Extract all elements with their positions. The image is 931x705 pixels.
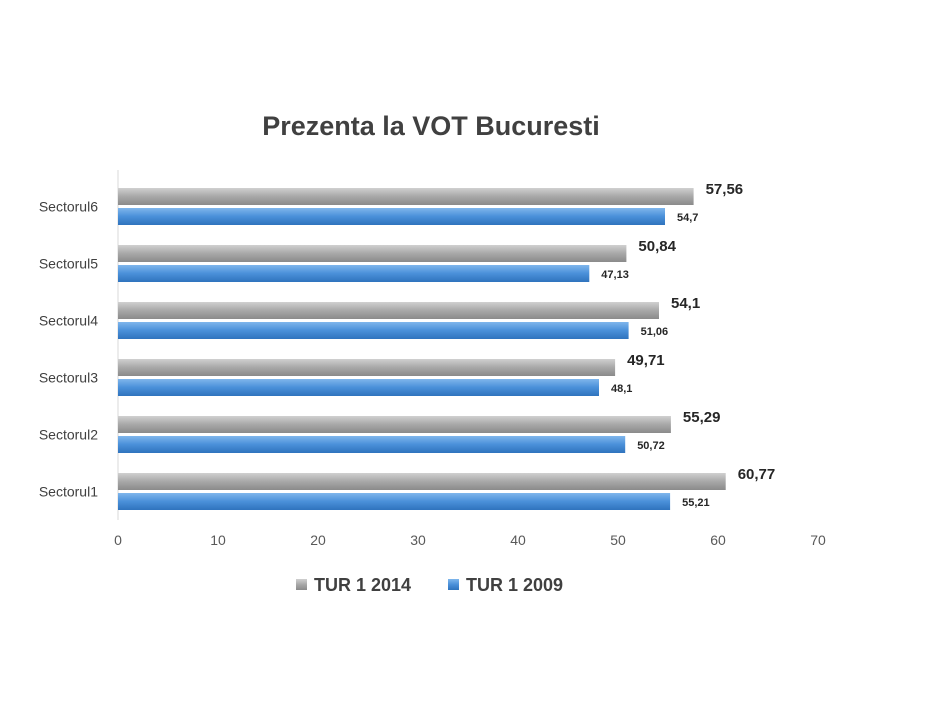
data-label: 50,84 bbox=[638, 238, 676, 255]
x-tick-label: 60 bbox=[710, 532, 726, 548]
legend-swatch bbox=[296, 579, 307, 590]
bar-tur1-2009 bbox=[118, 493, 671, 510]
x-tick-label: 70 bbox=[810, 532, 826, 548]
category-label: Sectorul3 bbox=[39, 370, 98, 386]
bar-tur1-2014 bbox=[118, 473, 726, 490]
data-label: 55,21 bbox=[682, 497, 710, 509]
bar-tur1-2014 bbox=[118, 302, 659, 319]
x-tick-label: 40 bbox=[510, 532, 526, 548]
data-label: 47,13 bbox=[601, 269, 629, 281]
bar-tur1-2009 bbox=[118, 265, 590, 282]
data-label: 55,29 bbox=[683, 409, 721, 426]
category-label: Sectorul1 bbox=[39, 484, 98, 500]
legend-label: TUR 1 2009 bbox=[466, 575, 563, 595]
x-tick-label: 0 bbox=[114, 532, 122, 548]
bar-tur1-2014 bbox=[118, 416, 671, 433]
data-label: 48,1 bbox=[611, 383, 632, 395]
data-label: 50,72 bbox=[637, 440, 665, 452]
bar-tur1-2009 bbox=[118, 322, 629, 339]
bar-tur1-2014 bbox=[118, 188, 694, 205]
category-label: Sectorul2 bbox=[39, 427, 98, 443]
x-tick-label: 50 bbox=[610, 532, 626, 548]
bar-tur1-2014 bbox=[118, 359, 616, 376]
legend-label: TUR 1 2014 bbox=[314, 575, 411, 595]
data-label: 57,56 bbox=[706, 181, 744, 198]
bar-tur1-2009 bbox=[118, 208, 665, 225]
data-label: 60,77 bbox=[738, 466, 776, 483]
bar-tur1-2009 bbox=[118, 436, 626, 453]
data-label: 54,7 bbox=[677, 212, 698, 224]
data-label: 49,71 bbox=[627, 352, 665, 369]
x-tick-label: 10 bbox=[210, 532, 226, 548]
data-label: 51,06 bbox=[641, 326, 669, 338]
x-tick-label: 20 bbox=[310, 532, 326, 548]
category-label: Sectorul5 bbox=[39, 256, 98, 272]
legend-swatch bbox=[448, 579, 459, 590]
x-tick-label: 30 bbox=[410, 532, 426, 548]
category-label: Sectorul4 bbox=[39, 313, 98, 329]
bar-tur1-2014 bbox=[118, 245, 627, 262]
bar-tur1-2009 bbox=[118, 379, 599, 396]
chart-title: Prezenta la VOT Bucuresti bbox=[262, 111, 600, 141]
data-label: 54,1 bbox=[671, 295, 700, 312]
category-label: Sectorul6 bbox=[39, 199, 98, 215]
